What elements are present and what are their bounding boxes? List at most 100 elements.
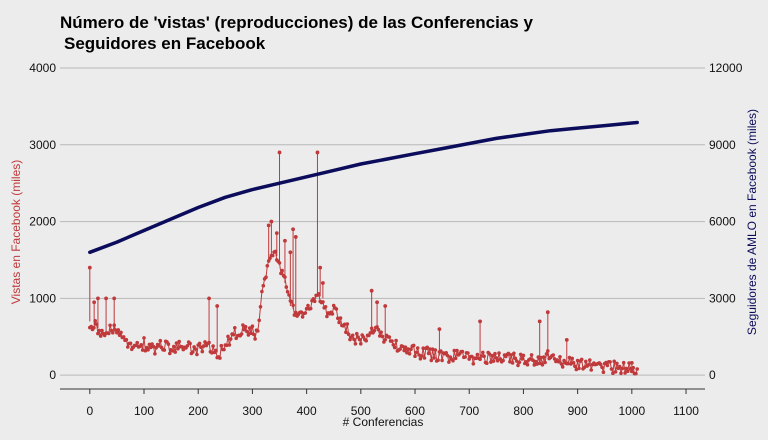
views-point <box>176 346 180 351</box>
y-left-tick-label: 2000 <box>29 215 56 229</box>
views-point <box>211 344 215 348</box>
views-point <box>559 362 564 366</box>
views-point <box>619 371 623 376</box>
views-point <box>149 345 153 350</box>
views-spike-point <box>291 227 295 232</box>
views-point <box>228 337 233 341</box>
views-point <box>257 318 262 323</box>
views-point <box>199 345 203 350</box>
views-point <box>634 371 638 376</box>
views-point <box>546 349 550 353</box>
y-left-ticks: 0 1000 2000 3000 4000 <box>29 61 56 382</box>
views-point <box>140 348 145 352</box>
views-point <box>524 360 528 364</box>
views-point <box>471 362 476 366</box>
x-tick-label: 0 <box>86 404 93 418</box>
views-point <box>390 339 394 343</box>
views-point <box>600 365 604 370</box>
views-point <box>403 345 408 350</box>
views-point <box>214 348 218 353</box>
views-spike-point <box>545 310 550 315</box>
views-point <box>623 371 627 375</box>
views-point <box>420 354 424 358</box>
views-point <box>279 271 283 276</box>
views-point <box>317 292 321 296</box>
gridlines <box>60 67 705 376</box>
views-point <box>283 275 287 279</box>
views-point <box>134 343 138 348</box>
views-point <box>608 360 612 364</box>
views-point <box>174 341 179 345</box>
views-point <box>253 337 257 341</box>
views-point <box>447 360 451 364</box>
x-ticks: 0 100 200 300 400 500 600 700 800 900 1000 1100 <box>86 389 699 418</box>
views-point <box>273 249 278 254</box>
x-tick-label: 600 <box>405 404 425 418</box>
y-right-tick-label: 12000 <box>709 61 743 75</box>
x-tick-label: 500 <box>351 404 371 418</box>
views-spike-point <box>315 150 320 155</box>
views-point <box>338 316 343 320</box>
x-tick-label: 100 <box>134 404 154 418</box>
views-point <box>518 352 523 357</box>
views-spike-point <box>288 250 293 255</box>
views-point <box>170 349 175 353</box>
x-tick-label: 1000 <box>618 404 645 418</box>
chart-title-line-1: Número de 'vistas' (reproducciones) de l… <box>60 13 533 32</box>
views-point <box>352 337 356 342</box>
views-line <box>89 250 638 375</box>
views-point <box>304 306 309 311</box>
views-point <box>350 333 355 338</box>
views-point <box>426 351 431 356</box>
views-spike-point <box>478 319 482 324</box>
views-point <box>151 344 156 349</box>
views-point <box>285 290 290 294</box>
views-spike-point <box>369 288 374 293</box>
views-point <box>510 361 515 365</box>
views-point <box>376 327 381 332</box>
views-point <box>392 345 397 350</box>
views-series <box>88 249 639 376</box>
views-spike-point <box>266 223 271 228</box>
views-point <box>197 341 202 346</box>
views-point <box>485 361 489 366</box>
views-spike-point <box>437 327 442 331</box>
views-point <box>391 343 396 347</box>
views-point <box>470 354 474 359</box>
views-point <box>537 361 542 366</box>
views-point <box>491 359 496 363</box>
views-spike-point <box>269 219 274 224</box>
x-tick-label: 400 <box>297 404 317 418</box>
views-point <box>436 358 440 363</box>
views-point <box>372 328 377 333</box>
views-point <box>207 340 211 345</box>
views-point <box>231 332 236 337</box>
views-point <box>570 356 574 361</box>
views-point <box>551 353 555 357</box>
views-point <box>294 310 298 315</box>
views-point <box>604 360 608 365</box>
views-point <box>401 344 405 349</box>
views-point <box>429 358 434 363</box>
x-tick-label: 700 <box>459 404 479 418</box>
views-point <box>265 264 270 268</box>
views-point <box>571 361 576 365</box>
views-point <box>463 355 468 359</box>
views-point <box>96 331 100 336</box>
views-spike-point <box>277 150 282 155</box>
views-point <box>586 363 591 367</box>
views-point <box>573 364 577 369</box>
views-point <box>306 303 310 308</box>
views-point <box>200 349 205 354</box>
views-point <box>613 370 618 374</box>
followers-series <box>88 120 639 255</box>
views-point <box>409 347 413 352</box>
y-left-axis-label: Vistas en Facebook (miles) <box>9 160 23 305</box>
views-point <box>359 342 363 346</box>
x-tick-label: 1100 <box>673 404 699 418</box>
views-point <box>239 332 244 336</box>
views-spike-point <box>629 360 634 365</box>
views-point <box>258 305 263 309</box>
views-point <box>355 331 359 336</box>
views-point <box>425 345 430 350</box>
